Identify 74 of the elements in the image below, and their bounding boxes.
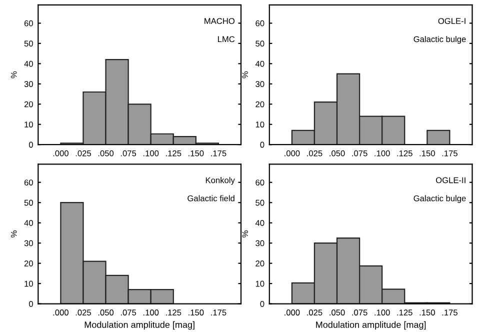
- x-tick-label: .150: [420, 310, 435, 316]
- y-tick-label: 10: [24, 122, 33, 128]
- y-tick-label: 0: [28, 142, 33, 148]
- x-tick-label: .125: [397, 150, 412, 156]
- y-tick-label: 20: [24, 260, 33, 266]
- y-axis-title: %: [10, 71, 17, 78]
- y-tick-label: 50: [256, 200, 264, 206]
- annotation: OGLE-II: [436, 177, 466, 184]
- x-tick-label: .000: [53, 150, 68, 156]
- x-tick-label: .025: [307, 150, 322, 156]
- x-tick-label: .100: [144, 150, 159, 156]
- x-tick-label: .125: [166, 150, 182, 156]
- x-tick-label: .025: [76, 310, 91, 316]
- annotation: Galactic field: [188, 195, 234, 202]
- y-tick-label: 20: [24, 101, 33, 108]
- y-tick-label: 60: [24, 20, 33, 26]
- annotation: LMC: [218, 36, 235, 42]
- x-tick-label: .025: [76, 150, 91, 156]
- x-tick-label: .100: [374, 310, 390, 316]
- x-tick-label: .175: [211, 310, 226, 316]
- y-axis-title: %: [242, 230, 248, 238]
- y-tick-label: 30: [24, 81, 33, 87]
- y-tick-label: 30: [256, 81, 264, 87]
- y-tick-label: 40: [255, 60, 264, 67]
- x-tick-label: .150: [188, 310, 204, 316]
- x-tick-label: .175: [442, 150, 458, 156]
- y-axis-title: %: [242, 71, 248, 78]
- x-tick-label: .125: [397, 310, 412, 316]
- x-tick-label: .000: [284, 310, 300, 316]
- x-tick-label: .100: [144, 310, 159, 316]
- x-tick-label: .075: [120, 150, 136, 156]
- y-tick-label: 40: [24, 220, 33, 226]
- y-tick-label: 0: [260, 142, 264, 148]
- y-tick-label: 10: [24, 280, 33, 287]
- x-axis-title: Modulation amplitude [mag]: [316, 321, 426, 330]
- x-tick-label: .125: [166, 310, 182, 316]
- annotation: OGLE-I: [438, 18, 466, 24]
- y-tick-label: 60: [24, 180, 33, 186]
- y-tick-label: 40: [24, 60, 33, 67]
- annotation: Galactic bulge: [414, 195, 466, 203]
- x-tick-label: .150: [188, 150, 204, 156]
- annotation: MACHO: [204, 18, 235, 24]
- x-tick-label: .050: [98, 150, 114, 156]
- x-tick-label: .000: [284, 150, 300, 156]
- y-tick-label: 0: [28, 300, 33, 307]
- y-tick-label: 10: [256, 280, 264, 287]
- x-tick-label: .000: [53, 310, 68, 316]
- y-tick-label: 50: [24, 200, 33, 206]
- y-tick-label: 10: [256, 122, 264, 128]
- x-tick-label: .050: [330, 150, 345, 156]
- x-tick-label: .075: [352, 310, 368, 316]
- x-axis-title: Modulation amplitude [mag]: [84, 321, 194, 330]
- annotation: Galactic bulge: [414, 36, 466, 44]
- y-tick-label: 30: [24, 240, 33, 246]
- x-tick-label: .050: [330, 310, 345, 316]
- y-tick-label: 20: [256, 101, 264, 108]
- x-tick-label: .175: [442, 310, 458, 316]
- y-tick-label: 50: [24, 40, 33, 47]
- x-tick-label: .075: [352, 150, 368, 156]
- x-tick-label: .050: [98, 310, 114, 316]
- y-tick-label: 40: [255, 220, 264, 226]
- y-axis-title: %: [10, 230, 17, 238]
- y-tick-label: 30: [256, 240, 264, 246]
- y-tick-label: 60: [256, 20, 264, 26]
- y-tick-label: 50: [256, 40, 264, 47]
- x-tick-label: .175: [211, 150, 226, 156]
- y-tick-label: 60: [256, 180, 264, 186]
- x-tick-label: .075: [120, 310, 136, 316]
- x-tick-label: .100: [374, 150, 390, 156]
- x-tick-label: .025: [307, 310, 322, 316]
- y-tick-label: 20: [256, 260, 264, 266]
- x-tick-label: .150: [420, 150, 435, 156]
- y-tick-label: 0: [260, 300, 264, 307]
- annotation: Konkoly: [206, 177, 235, 185]
